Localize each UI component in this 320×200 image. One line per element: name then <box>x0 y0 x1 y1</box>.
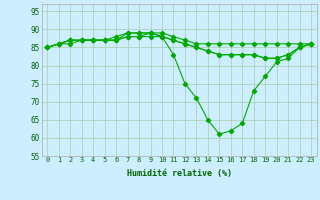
X-axis label: Humidité relative (%): Humidité relative (%) <box>127 169 232 178</box>
